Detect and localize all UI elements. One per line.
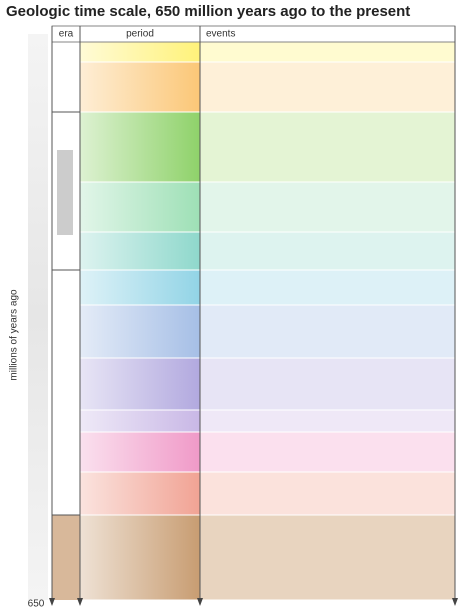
band — [80, 182, 200, 232]
band — [80, 515, 200, 600]
band — [199, 61, 456, 113]
header-row — [51, 25, 456, 43]
band — [80, 305, 200, 358]
column-header: events — [206, 29, 235, 40]
axis-end: 650 — [28, 599, 45, 610]
band — [199, 357, 456, 411]
era-marker — [57, 150, 73, 235]
band — [199, 409, 456, 433]
title: Geologic time scale, 650 million years a… — [6, 3, 410, 20]
axis-bar — [28, 34, 48, 600]
band — [80, 358, 200, 410]
band — [199, 231, 456, 271]
band — [52, 515, 80, 600]
bands — [52, 41, 456, 601]
band — [80, 42, 200, 62]
axis-label: millions of years ago — [9, 289, 20, 381]
band — [80, 432, 200, 472]
band — [199, 181, 456, 233]
band — [199, 269, 456, 306]
band — [80, 232, 200, 270]
band — [80, 472, 200, 515]
band — [80, 62, 200, 112]
band — [199, 304, 456, 359]
band — [80, 112, 200, 182]
band — [199, 514, 456, 601]
column-header: period — [126, 29, 154, 40]
band — [80, 270, 200, 305]
band — [80, 410, 200, 432]
band — [199, 111, 456, 183]
column-header: era — [59, 29, 74, 40]
band — [199, 431, 456, 473]
band — [199, 41, 456, 63]
band — [199, 471, 456, 516]
